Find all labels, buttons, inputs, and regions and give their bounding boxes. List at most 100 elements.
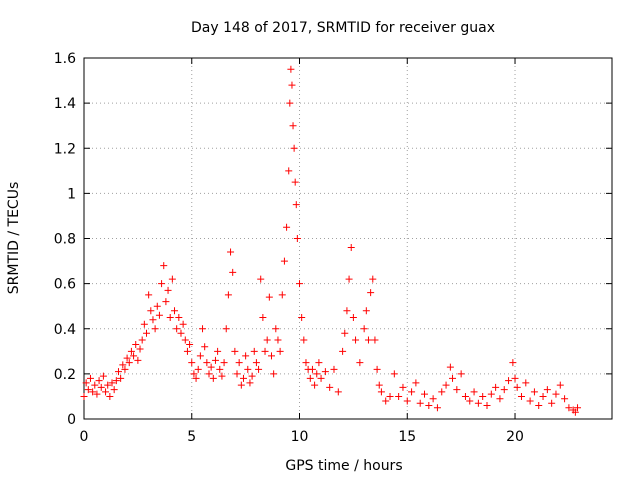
data-point [289,122,297,130]
data-point [89,388,97,396]
data-point [142,329,150,337]
data-point [552,390,560,398]
data-point [421,390,429,398]
data-point [166,313,174,321]
data-point [147,307,155,315]
data-point [416,399,424,407]
data-point [168,275,176,283]
data-point [511,374,519,382]
data-point [114,368,122,376]
data-point [466,397,474,405]
data-point [123,354,131,362]
data-point [242,352,250,360]
data-point [274,336,282,344]
data-point [177,329,185,337]
axis-ticks: 0 0.2 0.4 0.6 0.8 1 1.2 1.4 1.6 0 5 10 15 20 [54,51,612,445]
data-point [375,381,383,389]
data-point [155,311,163,319]
x-tick-label: 5 [187,429,196,445]
y-tick-label: 0.2 [54,367,76,383]
data-point [288,81,296,89]
data-point [446,363,454,371]
data-point [80,392,88,400]
data-point [509,359,517,367]
data-point [246,379,254,387]
data-point [145,291,153,299]
data-point [496,395,504,403]
data-point [203,359,211,367]
data-point [362,307,370,315]
data-point [119,361,127,369]
data-point [296,280,304,288]
data-point [343,307,351,315]
data-point [190,370,198,378]
y-tick-label: 0.6 [54,277,76,293]
x-tick-label: 0 [80,429,89,445]
data-point [207,363,215,371]
data-point [231,347,239,355]
data-point [561,395,569,403]
data-point [86,374,94,382]
data-point [311,381,319,389]
data-point [408,388,416,396]
data-point [205,370,213,378]
y-tick-label: 1 [67,186,76,202]
data-point [181,336,189,344]
data-point [250,347,258,355]
data-point [474,399,482,407]
data-point [390,370,398,378]
data-point [315,359,323,367]
data-point [162,298,170,306]
data-point [259,313,267,321]
data-point [571,408,579,416]
data-point [227,248,235,256]
data-point [565,404,573,412]
data-point [425,401,433,409]
data-point [412,379,420,387]
data-point [457,370,465,378]
grid-lines [84,58,612,419]
data-point [539,392,547,400]
data-point [334,388,342,396]
data-point [321,368,329,376]
data-point [188,359,196,367]
data-point [453,386,461,394]
data-point [104,381,112,389]
data-point [95,377,103,385]
data-point [160,262,168,270]
y-tick-label: 0 [67,412,76,428]
x-tick-label: 10 [291,429,309,445]
data-point [164,286,172,294]
y-tick-label: 0.8 [54,232,76,248]
data-point [308,365,316,373]
data-point [134,356,142,364]
data-point [84,386,92,394]
data-point [224,291,232,299]
data-point [517,392,525,400]
data-point [330,365,338,373]
data-point [229,268,237,276]
data-point [252,359,260,367]
data-point [293,235,301,242]
data-point [313,370,321,378]
y-tick-label: 1.4 [54,96,76,112]
data-point [214,347,222,355]
data-point [556,381,564,389]
data-point [535,401,543,409]
data-point [442,381,450,389]
data-point [530,388,538,396]
data-point [99,372,107,380]
data-point [367,289,375,297]
data-point [326,383,334,391]
data-point [483,401,491,409]
data-point [339,347,347,355]
data-point [433,404,441,412]
data-point [500,386,508,394]
data-point [364,336,372,344]
data-point [522,379,530,387]
data-point [292,201,300,209]
data-point [149,316,157,324]
data-point [479,392,487,400]
data-point [492,383,500,391]
